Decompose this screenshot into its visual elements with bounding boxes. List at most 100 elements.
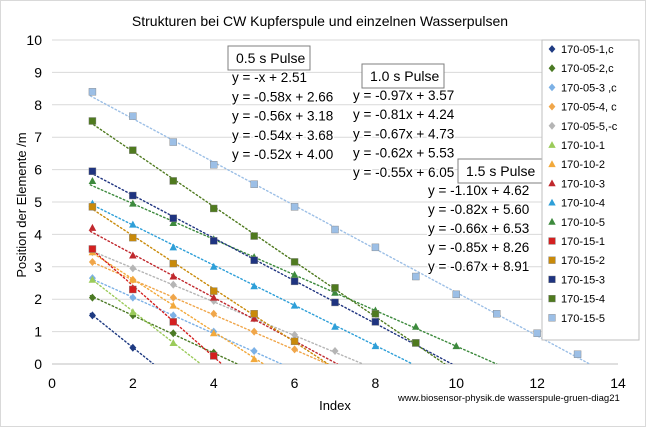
legend-marker xyxy=(548,198,556,206)
data-point xyxy=(250,310,258,318)
legend-label: 170-15-1 xyxy=(561,236,605,248)
data-point xyxy=(533,329,541,337)
data-point xyxy=(290,203,299,211)
legend-label: 170-15-2 xyxy=(561,255,605,267)
data-point xyxy=(209,329,218,337)
data-point xyxy=(169,214,177,222)
trendline xyxy=(89,95,591,364)
legend-marker xyxy=(548,295,556,303)
data-point xyxy=(169,329,177,338)
data-point xyxy=(88,117,97,125)
data-point xyxy=(169,272,178,280)
data-point xyxy=(573,350,582,358)
data-point xyxy=(371,243,380,252)
data-point xyxy=(169,177,177,185)
trendline xyxy=(89,277,283,364)
data-point xyxy=(88,311,96,320)
y-tick-label: 1 xyxy=(34,324,42,340)
trend-equation: y = -0.54x + 3.68 xyxy=(232,128,333,143)
trendline xyxy=(89,312,155,364)
legend-marker xyxy=(548,83,556,92)
data-point xyxy=(331,288,339,296)
data-point xyxy=(209,262,218,270)
legend-marker xyxy=(548,45,556,53)
data-point xyxy=(88,275,97,283)
x-tick-label: 14 xyxy=(610,375,626,391)
data-point xyxy=(88,223,97,231)
legend-label: 170-05-1,c xyxy=(561,44,614,56)
trend-equation: y = -1.10x + 4.62 xyxy=(428,183,529,198)
y-tick-label: 8 xyxy=(34,97,42,113)
legend-marker xyxy=(548,256,556,264)
x-tick-label: 2 xyxy=(129,375,137,391)
data-point xyxy=(412,322,420,330)
legend-label: 170-10-1 xyxy=(561,140,605,152)
data-point xyxy=(88,245,97,253)
data-point xyxy=(169,259,177,268)
data-point xyxy=(169,280,177,289)
data-point xyxy=(210,352,218,360)
data-point xyxy=(210,309,218,318)
trendline xyxy=(89,260,329,364)
legend: 170-05-1,c 170-05-2,c 170-05-3 ,c 170-05-4,… xyxy=(541,39,640,341)
legend-box xyxy=(541,39,640,341)
data-point xyxy=(290,337,299,346)
data-point xyxy=(290,270,299,278)
data-point xyxy=(452,342,461,350)
y-tick-label: 7 xyxy=(34,129,42,145)
trend-equation: y = -0.62x + 5.53 xyxy=(353,146,454,161)
annotation-group-title: 1.0 s Pulse xyxy=(370,68,439,84)
data-point xyxy=(88,176,97,184)
annotation-box xyxy=(361,63,445,89)
legend-label: 170-15-3 xyxy=(561,274,605,286)
trend-equation: y = -0.85x + 8.26 xyxy=(428,240,529,255)
data-point xyxy=(129,112,137,120)
data-point xyxy=(129,251,137,259)
y-tick-label: 0 xyxy=(34,356,42,372)
data-point xyxy=(331,322,339,330)
data-point xyxy=(493,310,501,318)
legend-label: 170-10-5 xyxy=(561,217,605,229)
x-axis-label: Index xyxy=(319,398,351,413)
data-point xyxy=(169,311,177,320)
y-tick-label: 4 xyxy=(34,226,42,242)
data-point xyxy=(169,138,177,146)
data-point xyxy=(210,161,218,169)
legend-marker xyxy=(548,121,556,130)
trendlines xyxy=(89,95,591,364)
data-point xyxy=(210,204,218,213)
data-point xyxy=(88,257,96,266)
data-point xyxy=(331,225,339,234)
trend-equation-annotations: 0.5 s Pulse y = -x + 2.51 y = -0.58x + 2.6… xyxy=(227,45,543,276)
legend-marker xyxy=(548,314,556,322)
data-point xyxy=(129,285,137,294)
legend-marker xyxy=(548,275,556,284)
trendline xyxy=(89,172,453,364)
annotation-group-title: 1.5 s Pulse xyxy=(466,163,535,179)
data-point xyxy=(129,264,137,273)
legend-label: 170-05-4, c xyxy=(561,102,617,114)
trend-equation: y = -x + 2.51 xyxy=(232,70,307,85)
data-point xyxy=(412,339,420,347)
legend-label: 170-15-4 xyxy=(561,294,605,306)
data-point xyxy=(129,293,137,302)
data-point xyxy=(88,167,97,175)
legend-label: 170-10-3 xyxy=(561,178,605,190)
data-point xyxy=(250,232,258,240)
trendline xyxy=(89,277,202,364)
trendline xyxy=(89,250,265,364)
trendline xyxy=(89,203,414,364)
trend-equation: y = -0.66x + 6.53 xyxy=(428,221,529,236)
trendline xyxy=(89,294,239,364)
data-point xyxy=(371,318,380,326)
trendline xyxy=(89,207,329,364)
data-point xyxy=(209,293,218,301)
annotation-group-title: 0.5 s Pulse xyxy=(236,50,305,66)
trend-equation: y = -0.82x + 5.60 xyxy=(428,202,529,217)
data-point xyxy=(331,347,339,356)
data-point xyxy=(129,146,137,154)
data-point xyxy=(291,330,299,339)
data-point xyxy=(250,282,258,290)
legend-label: 170-05-5,-c xyxy=(561,121,618,133)
